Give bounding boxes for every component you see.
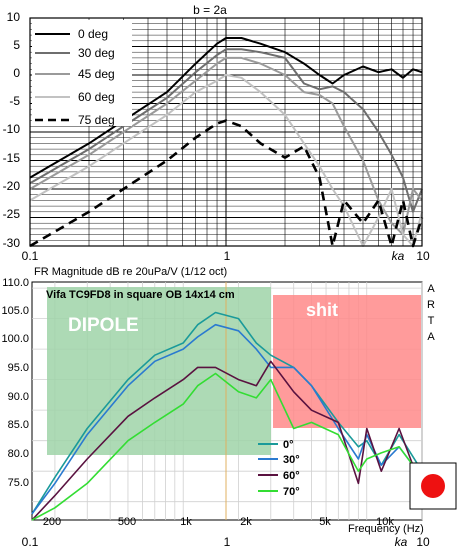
arta-letter: T	[428, 315, 435, 327]
bottom-chart: FR Magnitude dB re 20uPa/V (1/12 oct) Vi…	[1, 266, 457, 549]
bottom-series-line	[31, 372, 423, 521]
top-y-tick: -20	[3, 179, 21, 193]
top-legend-label: 75 deg	[78, 113, 115, 127]
bottom-legend-label: 0°	[283, 439, 294, 451]
top-y-tick: 0	[13, 66, 20, 80]
top-series	[29, 37, 424, 248]
bottom-legend: 0° 30° 60° 70°	[258, 439, 300, 498]
dipole-label: DIPOLE	[68, 315, 139, 336]
top-y-tick: -25	[3, 207, 21, 221]
top-x-unit: ka	[392, 249, 405, 263]
top-series-line	[29, 37, 423, 179]
bottom-y-tick: 80.0	[8, 448, 29, 460]
bottom-chart-header: FR Magnitude dB re 20uPa/V (1/12 oct)	[34, 266, 227, 278]
bottom-ka-unit: ka	[395, 535, 408, 549]
top-chart-title: b = 2a	[193, 3, 227, 17]
inner-title: Vifa TC9FD8 in square OB 14x14 cm	[46, 289, 235, 301]
top-y-tick: -30	[3, 236, 21, 250]
bottom-series-line	[31, 323, 423, 515]
top-series-line	[29, 48, 423, 213]
red-dot-marker	[421, 474, 445, 498]
bottom-ka-tick: 1	[224, 535, 231, 549]
top-y-tick: -5	[9, 94, 20, 108]
top-y-tick: 10	[7, 10, 21, 24]
bottom-ka-tick: 0.1	[22, 535, 39, 549]
bottom-x-label: Frequency (Hz)	[348, 523, 424, 535]
bottom-x-ticks: 200 500 1k 2k 5k 10k	[43, 516, 395, 528]
bottom-y-tick: 75.0	[8, 477, 29, 489]
top-y-tick: -10	[3, 122, 21, 136]
arta-letter: A	[427, 283, 435, 295]
bottom-y-tick: 95.0	[8, 362, 29, 374]
dipole-region	[47, 287, 271, 455]
bottom-x-tick: 500	[118, 516, 136, 528]
bottom-x-tick: 5k	[319, 516, 331, 528]
bottom-x-tick: 10k	[376, 516, 394, 528]
top-series-line	[29, 74, 423, 247]
top-y-tick: -15	[3, 151, 21, 165]
top-series-line	[29, 56, 423, 236]
top-legend-label: 60 deg	[78, 90, 115, 104]
top-legend-label: 0 deg	[78, 27, 108, 41]
bottom-x-tick: 2k	[240, 516, 252, 528]
bottom-y-tick: 100.0	[1, 333, 29, 345]
arta-letter: A	[427, 331, 435, 343]
top-legend-label: 45 deg	[78, 67, 115, 81]
bottom-series-line	[31, 360, 423, 521]
bottom-legend-label: 60°	[283, 470, 300, 482]
bottom-x-tick: 200	[43, 516, 61, 528]
top-legend: 0 deg 30 deg 45 deg 60 deg 75 deg	[32, 20, 132, 127]
top-y-ticks: 10 5 0 -5 -10 -15 -20 -25 -30	[3, 10, 21, 250]
top-legend-label: 30 deg	[78, 46, 115, 60]
bottom-y-ticks: 110.0 105.0 100.0 95.0 90.0 85.0 80.0 75…	[1, 277, 29, 489]
top-series-line	[29, 119, 424, 248]
top-x-tick: 1	[224, 249, 231, 263]
top-x-tick: 10	[416, 249, 430, 263]
arta-letter: R	[427, 299, 435, 311]
top-plot-frame	[29, 17, 423, 247]
bottom-y-tick: 105.0	[1, 305, 29, 317]
bottom-series	[31, 311, 423, 521]
bad-region-label: shit	[306, 300, 338, 320]
bottom-legend-label: 70°	[283, 486, 300, 498]
bottom-ka-tick: 10	[416, 535, 430, 549]
top-chart: b = 2a 10 5 0 -5 -10 -15 -20 -25 -30 0.1…	[3, 3, 430, 263]
top-y-tick: 5	[13, 38, 20, 52]
top-x-tick: 0.1	[22, 249, 39, 263]
bottom-y-tick: 110.0	[2, 277, 29, 289]
bad-region	[273, 295, 421, 428]
bottom-series-line	[31, 311, 423, 515]
bottom-legend-label: 30°	[283, 454, 300, 466]
bottom-y-tick: 90.0	[8, 391, 29, 403]
bottom-x-tick: 1k	[180, 516, 192, 528]
bottom-y-tick: 85.0	[8, 419, 29, 431]
